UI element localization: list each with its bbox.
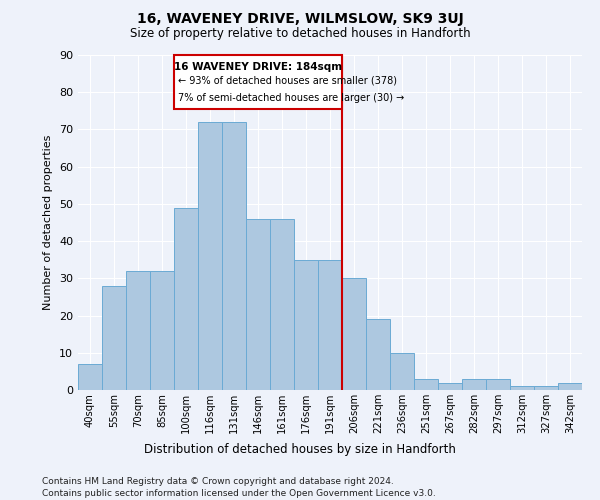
Bar (510, 386, 534, 390)
Bar (150, 271, 174, 390)
Text: 16, WAVENEY DRIVE, WILMSLOW, SK9 3UJ: 16, WAVENEY DRIVE, WILMSLOW, SK9 3UJ (137, 12, 463, 26)
Bar (174, 208, 198, 390)
Bar (438, 382, 462, 390)
Bar (126, 271, 150, 390)
Text: 7% of semi-detached houses are larger (30) →: 7% of semi-detached houses are larger (3… (178, 93, 404, 103)
Bar (366, 320, 390, 390)
Bar (246, 219, 270, 390)
Bar (342, 278, 366, 390)
Bar (102, 286, 126, 390)
Text: 16 WAVENEY DRIVE: 184sqm: 16 WAVENEY DRIVE: 184sqm (174, 62, 342, 72)
Text: Size of property relative to detached houses in Handforth: Size of property relative to detached ho… (130, 28, 470, 40)
Text: Contains HM Land Registry data © Crown copyright and database right 2024.: Contains HM Land Registry data © Crown c… (42, 478, 394, 486)
Bar (462, 379, 486, 390)
FancyBboxPatch shape (175, 55, 341, 109)
Text: Contains public sector information licensed under the Open Government Licence v3: Contains public sector information licen… (42, 489, 436, 498)
Bar (558, 382, 582, 390)
Bar (294, 260, 318, 390)
Bar (222, 122, 246, 390)
Bar (270, 219, 294, 390)
Bar (534, 386, 558, 390)
Bar (318, 260, 342, 390)
Bar (78, 364, 102, 390)
Bar (486, 379, 510, 390)
Text: Distribution of detached houses by size in Handforth: Distribution of detached houses by size … (144, 442, 456, 456)
Bar (198, 122, 222, 390)
Bar (414, 379, 438, 390)
Bar (390, 353, 414, 390)
Text: ← 93% of detached houses are smaller (378): ← 93% of detached houses are smaller (37… (178, 76, 397, 86)
Y-axis label: Number of detached properties: Number of detached properties (43, 135, 53, 310)
